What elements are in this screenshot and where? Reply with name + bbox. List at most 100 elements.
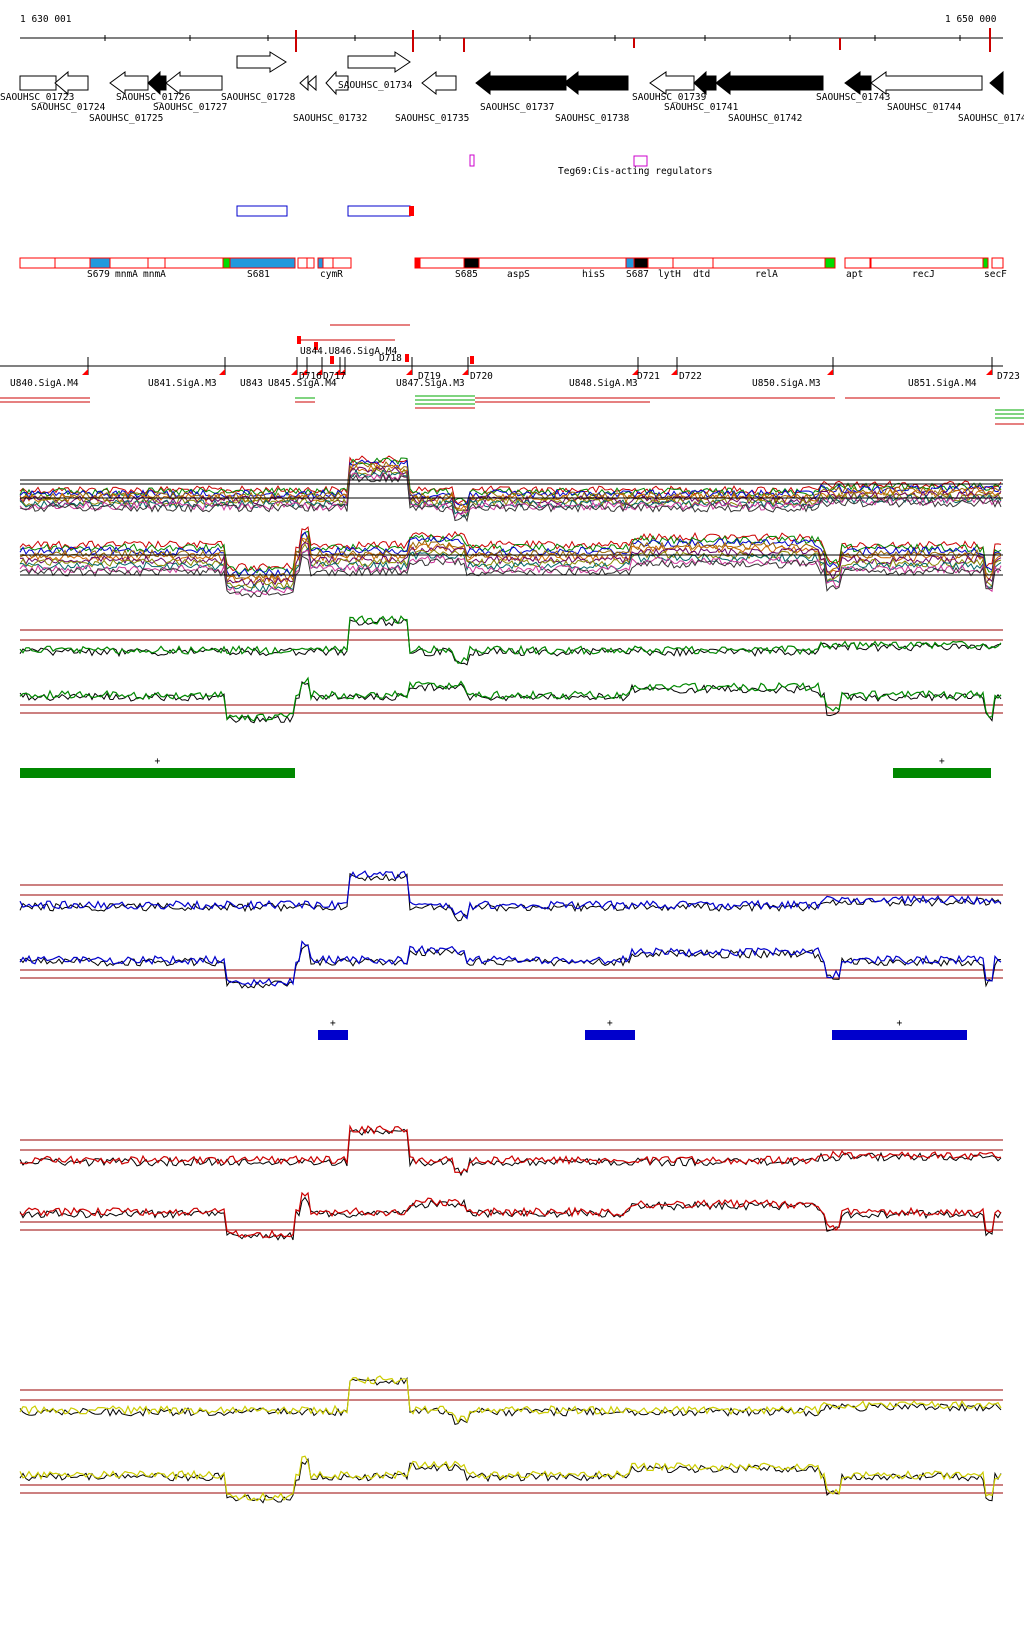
expression-profile [19, 543, 1002, 590]
segment-box[interactable] [991, 257, 1004, 269]
gene-arrow[interactable] [347, 51, 411, 73]
segment-box[interactable] [164, 257, 224, 269]
segment-box[interactable] [306, 257, 315, 269]
gene-label: SAOUHSC_01742 [728, 113, 802, 124]
segment-label: S679 [87, 269, 110, 280]
segment-label: apt [846, 269, 863, 280]
gene-label: SAOUHSC_01732 [293, 113, 367, 124]
promoter-label: U844.U846.SigA.M4 [300, 346, 398, 357]
expression-profile [19, 555, 1002, 599]
feature-box[interactable] [347, 205, 411, 217]
expression-panel [19, 1375, 1003, 1504]
gene-arrow[interactable] [54, 70, 89, 96]
gene-label: SAOUHSC_01738 [555, 113, 630, 124]
gene-arrow[interactable] [475, 70, 567, 96]
segment-box[interactable] [824, 257, 836, 269]
terminator-label: D723 [997, 371, 1020, 382]
expression-profile [19, 617, 1002, 666]
regulator-mark[interactable] [633, 155, 648, 167]
expression-profile [19, 461, 1002, 511]
gene-arrow[interactable] [870, 71, 983, 95]
gene-arrow[interactable] [693, 70, 717, 96]
expression-profile [19, 541, 1002, 587]
segment-label: mnmA [143, 269, 166, 280]
gene-arrow[interactable] [19, 75, 57, 91]
gene-arrow[interactable] [299, 74, 309, 92]
regulators-label: Teg69:Cis-acting regulators [558, 166, 712, 177]
promoter-flag [291, 369, 297, 375]
segment-label: hisS [582, 269, 605, 280]
segment-box[interactable] [844, 257, 871, 269]
gene-arrow[interactable] [236, 51, 287, 73]
expression-profile [19, 547, 1002, 593]
promoter-flag [301, 369, 307, 375]
segment-box[interactable] [647, 257, 674, 269]
gene-arrow[interactable] [421, 70, 457, 96]
terminator-label: D722 [679, 371, 702, 382]
gene-arrow[interactable] [563, 70, 629, 96]
segment-box[interactable] [625, 257, 635, 269]
axis-end-label: 1 650 000 [945, 14, 997, 25]
expression-profile [19, 1376, 1002, 1426]
segment-box[interactable] [982, 257, 989, 269]
promoter-flag [462, 369, 468, 375]
expression-panel [19, 1124, 1003, 1241]
gene-arrow[interactable] [165, 70, 223, 96]
segment-box[interactable] [222, 257, 231, 269]
gene-arrow[interactable] [325, 70, 349, 96]
segment-box[interactable] [463, 257, 480, 269]
gene-arrow[interactable] [989, 70, 1004, 96]
segment-box[interactable] [672, 257, 714, 269]
regulator-mark[interactable] [469, 154, 475, 167]
feature-box[interactable] [236, 205, 288, 217]
gene-label: SAOUHSC_01743 [816, 92, 890, 103]
gene-arrow[interactable] [649, 71, 695, 95]
segment-box[interactable] [54, 257, 91, 269]
segment-box[interactable] [89, 257, 111, 269]
promoter-flag [339, 369, 345, 375]
multi-condition-panel [19, 455, 1003, 599]
promoter-label: U843 [240, 378, 263, 389]
segment-label: S687 [626, 269, 649, 280]
segment-box[interactable] [322, 257, 334, 269]
segment-box[interactable] [478, 257, 627, 269]
enrichment-sign: + [330, 1018, 336, 1029]
gene-arrow[interactable] [715, 70, 824, 96]
segments-track: S679 mnmA mnmA S681 cymR S685 aspS hisS … [19, 257, 1007, 280]
segment-label: cymR [320, 269, 343, 280]
gene-arrow[interactable] [147, 70, 167, 96]
enrichment-bar[interactable] [20, 768, 295, 778]
enrichment-bar[interactable] [585, 1030, 635, 1040]
segment-box[interactable] [109, 257, 149, 269]
gene-arrow[interactable] [844, 71, 872, 95]
segment-box[interactable] [633, 257, 649, 269]
segment-box[interactable] [297, 257, 308, 269]
terminator-label: D717 [323, 371, 346, 382]
segment-box[interactable] [419, 257, 466, 269]
segment-label: recJ [912, 269, 935, 280]
segment-box[interactable] [229, 257, 296, 269]
enrichment-bar[interactable] [318, 1030, 348, 1040]
terminator-flag [330, 356, 334, 364]
gene-label: SAOUHSC_01728 [221, 92, 296, 103]
expression-profile [19, 1196, 1002, 1241]
terminator-label: D720 [470, 371, 493, 382]
segment-label: S685 [455, 269, 478, 280]
enrichment-bar[interactable] [832, 1030, 967, 1040]
segment-box[interactable] [870, 257, 987, 269]
segment-box[interactable] [147, 257, 166, 269]
gene-arrow[interactable] [307, 74, 317, 92]
gene-arrow[interactable] [109, 71, 149, 95]
expression-profile [19, 940, 1002, 987]
segment-label: secF [984, 269, 1007, 280]
segment-box[interactable] [332, 257, 352, 269]
promoter-flag [827, 369, 833, 375]
enrichment-bar[interactable] [893, 768, 991, 778]
enrichment-sign: + [155, 756, 161, 767]
expression-profile [19, 463, 1001, 513]
segment-box[interactable] [712, 257, 826, 269]
expression-profile [19, 615, 1002, 664]
segment-box[interactable] [317, 257, 324, 269]
segment-box[interactable] [414, 257, 421, 269]
